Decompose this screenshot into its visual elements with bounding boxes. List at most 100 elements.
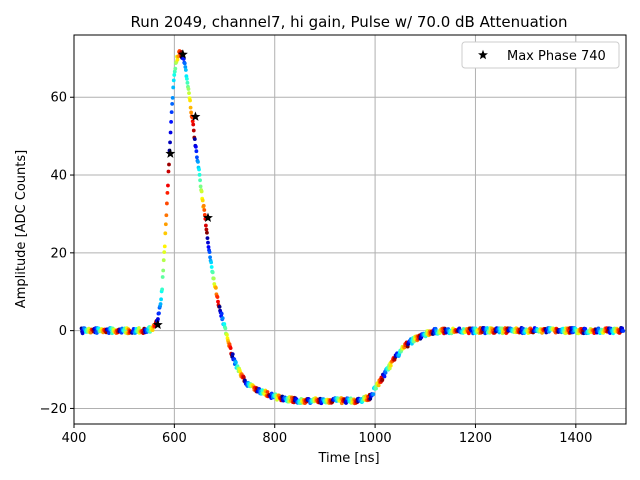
scatter-point bbox=[211, 276, 216, 281]
scatter-point bbox=[181, 57, 186, 61]
scatter-point bbox=[220, 316, 225, 321]
scatter-point bbox=[196, 159, 200, 164]
scatter-point bbox=[185, 80, 190, 85]
scatter-point bbox=[164, 201, 169, 206]
scatter-point bbox=[222, 322, 227, 326]
scatter-point bbox=[192, 137, 197, 141]
scatter-point bbox=[383, 370, 388, 375]
scatter-point bbox=[162, 250, 167, 255]
scatter-point bbox=[170, 101, 175, 106]
scatter-point bbox=[193, 144, 198, 149]
scatter-point bbox=[380, 377, 385, 382]
scatter-point bbox=[168, 130, 173, 135]
scatter-point bbox=[166, 169, 171, 174]
scatter-point bbox=[168, 140, 172, 145]
scatter-point bbox=[374, 386, 378, 391]
scatter-point bbox=[190, 119, 195, 124]
x-tick-label: 600 bbox=[162, 431, 187, 446]
scatter-point bbox=[583, 327, 588, 331]
scatter-point bbox=[466, 331, 471, 336]
scatter-point bbox=[162, 244, 167, 249]
scatter-point bbox=[160, 287, 165, 292]
scatter-point bbox=[621, 329, 626, 333]
scatter-point bbox=[163, 231, 168, 236]
scatter-point bbox=[265, 390, 270, 394]
scatter-point bbox=[197, 172, 202, 177]
scatter-point bbox=[198, 184, 203, 189]
x-tick-label: 1200 bbox=[459, 431, 492, 446]
scatter-point bbox=[203, 223, 208, 228]
scatter-point bbox=[183, 68, 188, 72]
x-tick-label: 400 bbox=[62, 431, 87, 446]
scatter-point bbox=[107, 331, 111, 335]
scatter-point bbox=[216, 299, 220, 304]
plot-frame bbox=[73, 34, 627, 425]
scatter-point bbox=[187, 91, 191, 96]
scatter-point bbox=[137, 326, 141, 330]
x-axis-ticks: 400 600 800 1000 1200 1400 bbox=[62, 424, 592, 446]
scatter-point bbox=[205, 230, 209, 235]
scatter-point bbox=[186, 87, 191, 91]
scatter-point bbox=[188, 98, 192, 103]
scatter-point bbox=[160, 275, 165, 279]
scatter-point bbox=[171, 85, 176, 90]
scatter-point bbox=[199, 189, 204, 194]
scatter-point bbox=[202, 208, 207, 212]
scatter-point bbox=[201, 203, 206, 208]
scatter-point bbox=[166, 183, 170, 188]
scatter-point bbox=[208, 255, 212, 260]
scatter-point bbox=[169, 119, 174, 124]
scatter-point bbox=[197, 167, 201, 172]
max-phase-markers bbox=[152, 49, 213, 330]
scatter-point bbox=[210, 270, 215, 275]
scatter-point bbox=[209, 260, 214, 265]
scatter-point bbox=[234, 360, 238, 365]
legend-star-icon bbox=[478, 49, 488, 60]
scatter-point bbox=[182, 61, 187, 66]
max-phase-star bbox=[165, 148, 176, 158]
y-tick-label: −20 bbox=[40, 402, 67, 417]
legend-box bbox=[461, 41, 620, 69]
scatter-point bbox=[80, 331, 85, 336]
x-axis-label: Time [ns] bbox=[317, 451, 379, 466]
scatter-point bbox=[219, 311, 224, 316]
scatter-point bbox=[228, 346, 233, 351]
scatter-point bbox=[172, 69, 177, 74]
scatter-point bbox=[213, 285, 218, 290]
scatter-point bbox=[388, 363, 393, 368]
scatter-point bbox=[204, 227, 209, 232]
scatter-point bbox=[371, 392, 376, 397]
scatter-point bbox=[241, 375, 246, 380]
scatter-point bbox=[206, 240, 210, 245]
scatter-point bbox=[157, 311, 161, 316]
scatter-point bbox=[170, 96, 175, 100]
scatter-point bbox=[158, 302, 163, 306]
scatter-point bbox=[206, 245, 211, 249]
scatter-point bbox=[176, 54, 181, 59]
max-phase-star bbox=[190, 111, 201, 121]
scatter-point bbox=[485, 326, 490, 330]
max-phase-star bbox=[152, 319, 163, 330]
scatter-point bbox=[376, 383, 381, 388]
scatter-point bbox=[161, 258, 166, 263]
scatter-point bbox=[217, 304, 222, 309]
scatter-point bbox=[215, 295, 220, 299]
scatter-point bbox=[198, 178, 202, 183]
y-tick-label: 20 bbox=[50, 246, 67, 261]
scatter-point bbox=[164, 213, 169, 218]
scatter-point bbox=[167, 162, 171, 167]
scatter-point bbox=[461, 327, 466, 331]
scatter-point bbox=[171, 78, 176, 83]
scatter-point bbox=[382, 374, 387, 379]
scatter-point bbox=[169, 110, 174, 115]
scatter-point bbox=[159, 297, 163, 302]
scatter-point bbox=[156, 317, 160, 321]
scatter-point bbox=[185, 76, 189, 81]
scatter-point bbox=[191, 128, 196, 133]
scatter-point bbox=[161, 268, 166, 273]
y-tick-label: 60 bbox=[50, 91, 67, 106]
scatter-point bbox=[191, 122, 196, 127]
scatter-point bbox=[202, 213, 207, 217]
scatter-point bbox=[209, 265, 214, 269]
scatter-point bbox=[150, 328, 155, 332]
